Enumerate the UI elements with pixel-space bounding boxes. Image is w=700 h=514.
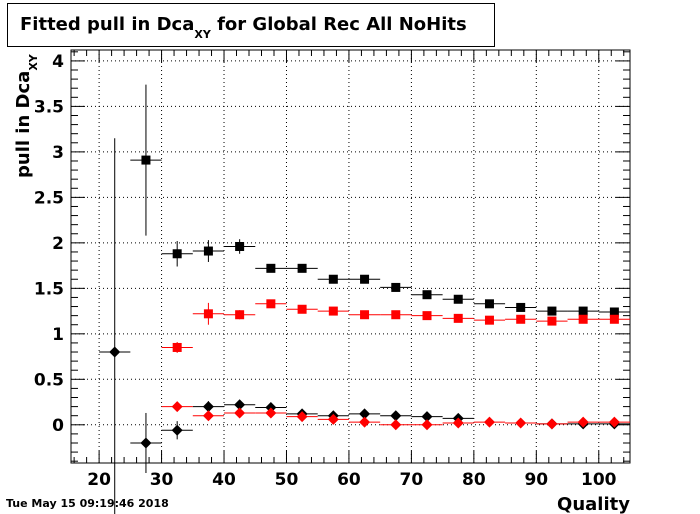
data-point-square [328, 306, 338, 316]
data-point-square [141, 155, 151, 165]
data-point-square [297, 263, 307, 273]
data-point-diamond [140, 437, 152, 449]
x-tick-label: 50 [275, 470, 299, 490]
y-tick-label: 2 [52, 234, 64, 254]
y-tick-label: 0.5 [34, 370, 64, 390]
data-point-square [547, 316, 557, 326]
data-point-diamond [171, 424, 183, 436]
title-box: Fitted pull in DcaXY for Global Rec All … [7, 3, 495, 47]
y-axis-label-subscript: XY [27, 53, 40, 70]
x-tick-label: 100 [581, 470, 617, 490]
data-point-diamond [109, 346, 121, 358]
data-point-square [453, 313, 463, 323]
data-point-diamond [390, 419, 402, 431]
data-point-diamond [359, 416, 371, 428]
y-tick-label: 4 [52, 52, 64, 72]
data-point-square [453, 294, 463, 304]
data-point-diamond [234, 407, 246, 419]
x-tick-label: 60 [337, 470, 361, 490]
data-point-square [516, 302, 526, 312]
data-point-square [609, 314, 619, 324]
data-point-square [360, 274, 370, 284]
y-axis-label-main: pull in Dca [13, 71, 34, 178]
data-point-square [297, 304, 307, 314]
data-point-square [422, 311, 432, 321]
x-axis-label: Quality [557, 494, 630, 514]
data-point-square [235, 241, 245, 251]
data-point-square [422, 290, 432, 300]
data-point-diamond [171, 401, 183, 413]
x-tick-label: 70 [400, 470, 424, 490]
data-point-square [172, 249, 182, 259]
title-subscript: XY [194, 28, 211, 41]
title-rest: for Global Rec All NoHits [210, 14, 467, 35]
y-tick-label: 1 [52, 325, 64, 345]
x-tick-label: 20 [87, 470, 111, 490]
data-point-diamond [608, 416, 620, 428]
data-point-diamond [483, 416, 495, 428]
data-point-square [547, 306, 557, 316]
y-tick-label: 1.5 [34, 279, 64, 299]
y-tick-label: 0 [52, 416, 64, 436]
data-point-diamond [359, 408, 371, 420]
data-point-square [235, 310, 245, 320]
data-point-diamond [452, 417, 464, 429]
data-point-diamond [265, 407, 277, 419]
data-point-diamond [202, 401, 214, 413]
data-point-square [391, 282, 401, 292]
data-point-diamond [546, 418, 558, 430]
data-point-square [360, 310, 370, 320]
data-point-square [484, 299, 494, 309]
y-axis-label: pull in DcaXY [13, 53, 40, 178]
x-tick-label: 30 [150, 470, 174, 490]
data-point-square [578, 314, 588, 324]
data-point-diamond [421, 419, 433, 431]
data-point-diamond [515, 417, 527, 429]
data-point-diamond [327, 413, 339, 425]
chart-title: Fitted pull in DcaXY for Global Rec All … [20, 14, 467, 41]
data-point-square [203, 309, 213, 319]
timestamp: Tue May 15 09:19:46 2018 [6, 497, 169, 510]
plot-frame [70, 49, 631, 464]
data-point-square [203, 246, 213, 256]
data-point-square [172, 342, 182, 352]
data-point-diamond [296, 411, 308, 423]
data-point-diamond [234, 399, 246, 411]
data-point-diamond [577, 416, 589, 428]
y-tick-label: 3.5 [34, 97, 64, 117]
y-tick-label: 2.5 [34, 188, 64, 208]
title-main: Fitted pull in Dca [20, 14, 195, 35]
data-point-square [391, 310, 401, 320]
data-point-square [516, 314, 526, 324]
data-point-square [266, 263, 276, 273]
data-point-square [484, 315, 494, 325]
data-point-diamond [421, 411, 433, 423]
data-point-square [609, 307, 619, 317]
x-tick-label: 40 [212, 470, 236, 490]
x-tick-label: 90 [524, 470, 548, 490]
data-point-square [328, 274, 338, 284]
data-point-diamond [202, 410, 214, 422]
data-point-diamond [390, 410, 402, 422]
data-point-square [578, 306, 588, 316]
data-point-square [266, 299, 276, 309]
x-tick-label: 80 [462, 470, 486, 490]
y-tick-label: 3 [52, 143, 64, 163]
